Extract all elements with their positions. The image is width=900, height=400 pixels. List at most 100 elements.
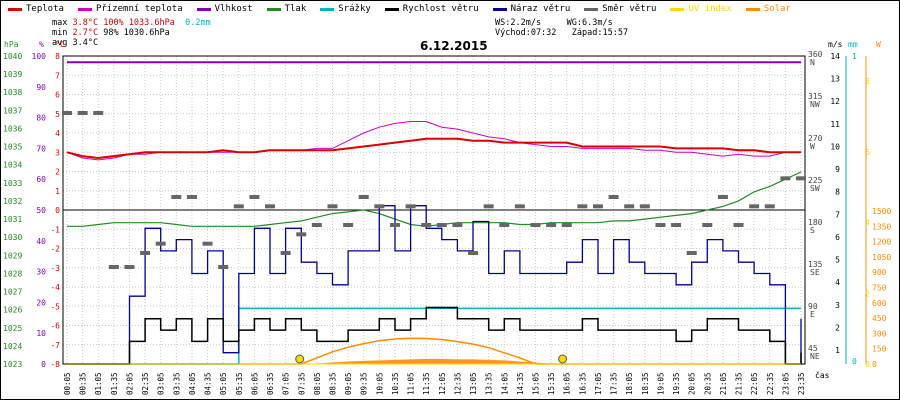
x-tick: 13:05	[469, 372, 478, 395]
stats-max-press: 1033.6hPa	[128, 18, 175, 28]
wind-dir-mark	[436, 223, 447, 227]
legend-item-0: Teplota	[8, 3, 64, 15]
temp-tick: 4	[55, 129, 60, 138]
wind-dir-mark	[140, 251, 151, 255]
sunset-time: Západ:15:57	[571, 28, 629, 38]
legend-item-1: Přízemní teplota	[77, 3, 183, 15]
stats-avg-temp: 3.4°C	[72, 38, 99, 48]
wind-tick: 9	[835, 165, 840, 174]
uv-tick: 8	[865, 77, 870, 86]
x-tick: 10:05	[375, 372, 384, 395]
x-tick: 08:05	[313, 372, 322, 395]
wind-dir-mark	[639, 204, 650, 209]
x-tick: 17:05	[594, 372, 603, 395]
sunset-marker	[558, 354, 568, 364]
temp-tick: 1	[55, 187, 60, 196]
wind-dir-mark	[577, 204, 588, 209]
x-tick: 22:35	[766, 372, 775, 395]
wind-dir-mark	[202, 241, 213, 246]
x-tick: 06:35	[266, 372, 275, 395]
legend-item-4: Srážky	[320, 3, 371, 15]
wind-tick: 4	[835, 278, 840, 287]
wind-dir-mark	[280, 251, 291, 255]
solar-tick: 1500	[872, 207, 891, 216]
pressure-tick: 1024	[3, 342, 22, 351]
legend-label-8: UV index	[688, 4, 732, 14]
legend-item-5: Rychlost větru	[384, 3, 479, 15]
wind-tick: 6	[835, 233, 840, 242]
temp-axis-unit: °C	[55, 40, 65, 49]
legend-item-3: Tlak	[266, 3, 306, 15]
legend-swatch-1	[77, 7, 92, 11]
pressure-tick: 1038	[3, 88, 22, 97]
humidity-tick: 0	[41, 360, 46, 369]
solar-tick: 300	[872, 329, 887, 338]
pressure-tick: 1039	[3, 70, 22, 79]
wind-dir-mark	[624, 204, 635, 209]
x-tick: 07:05	[282, 372, 291, 395]
x-tick: 20:05	[688, 372, 697, 395]
solar-tick: 750	[872, 284, 887, 293]
legend-label-6: Náraz větru	[510, 4, 571, 14]
x-tick: 11:35	[422, 372, 431, 395]
x-tick: 06:05	[250, 372, 259, 395]
wind-dir-mark	[671, 223, 682, 227]
wind-tick: 8	[835, 188, 840, 197]
wind-tick: 12	[830, 97, 840, 106]
direction-name-tick: NE	[810, 352, 820, 361]
wind-dir-mark	[389, 223, 400, 227]
wind-tick: 14	[830, 52, 840, 61]
solar-tick: 600	[872, 299, 887, 308]
wind-gust-summary: WG:6.3m/s	[566, 18, 613, 28]
x-tick: 01:05	[94, 372, 103, 395]
wind-dir-mark	[124, 265, 135, 269]
x-tick: 03:05	[157, 372, 166, 395]
uv-tick: 2	[865, 289, 870, 298]
direction-deg-tick: 360	[808, 50, 823, 59]
x-tick: 07:35	[297, 372, 306, 395]
pressure-tick: 1033	[3, 179, 22, 188]
legend-swatch-7	[584, 7, 599, 11]
temp-tick: 8	[55, 52, 60, 61]
x-tick: 00:35	[79, 372, 88, 395]
wind-dir-mark	[561, 223, 572, 227]
direction-name-tick: N	[810, 58, 815, 67]
temp-tick: 0	[55, 206, 60, 215]
humidity-tick: 90	[36, 83, 46, 92]
pressure-tick: 1040	[3, 52, 22, 61]
legend-swatch-4	[320, 7, 335, 11]
legend-swatch-8	[670, 7, 685, 11]
pressure-tick: 1023	[3, 360, 22, 369]
stats-min-label: min	[52, 28, 68, 38]
legend-label-0: Teplota	[26, 4, 64, 14]
legend-swatch-3	[266, 7, 281, 11]
uv-tick: 6	[865, 148, 870, 157]
wind-dir-mark	[717, 195, 728, 199]
temp-tick: -3	[50, 264, 60, 273]
wind-dir-mark	[171, 195, 182, 199]
stats-max-hum: 100%	[103, 18, 124, 28]
pressure-tick: 1037	[3, 106, 22, 115]
temp-tick: -2	[50, 245, 60, 254]
pressure-tick: 1031	[3, 215, 22, 224]
legend-label-5: Rychlost větru	[402, 4, 479, 14]
wind-dir-mark	[702, 223, 713, 227]
x-tick: 00:05	[63, 372, 72, 395]
wind-dir-mark	[311, 223, 322, 227]
legend-swatch-5	[384, 7, 399, 11]
x-tick: 10:35	[391, 372, 400, 395]
legend-item-2: Vlhkost	[196, 3, 253, 15]
pressure-tick: 1028	[3, 269, 22, 278]
wind-dir-mark	[592, 204, 603, 209]
legend-swatch-6	[492, 7, 507, 11]
pressure-tick: 1032	[3, 197, 22, 206]
pressure-tick: 1025	[3, 324, 22, 333]
pressure-tick: 1029	[3, 251, 22, 260]
pressure-line	[67, 171, 802, 227]
solar-tick: 150	[872, 345, 887, 354]
sunrise-marker	[295, 354, 305, 364]
x-tick: 03:35	[172, 372, 181, 395]
x-tick: 21:35	[735, 372, 744, 395]
direction-deg-tick: 180	[808, 218, 823, 227]
stats-max-row: max 3.8°C 100% 1033.6hPa 0.2mm	[52, 18, 211, 28]
